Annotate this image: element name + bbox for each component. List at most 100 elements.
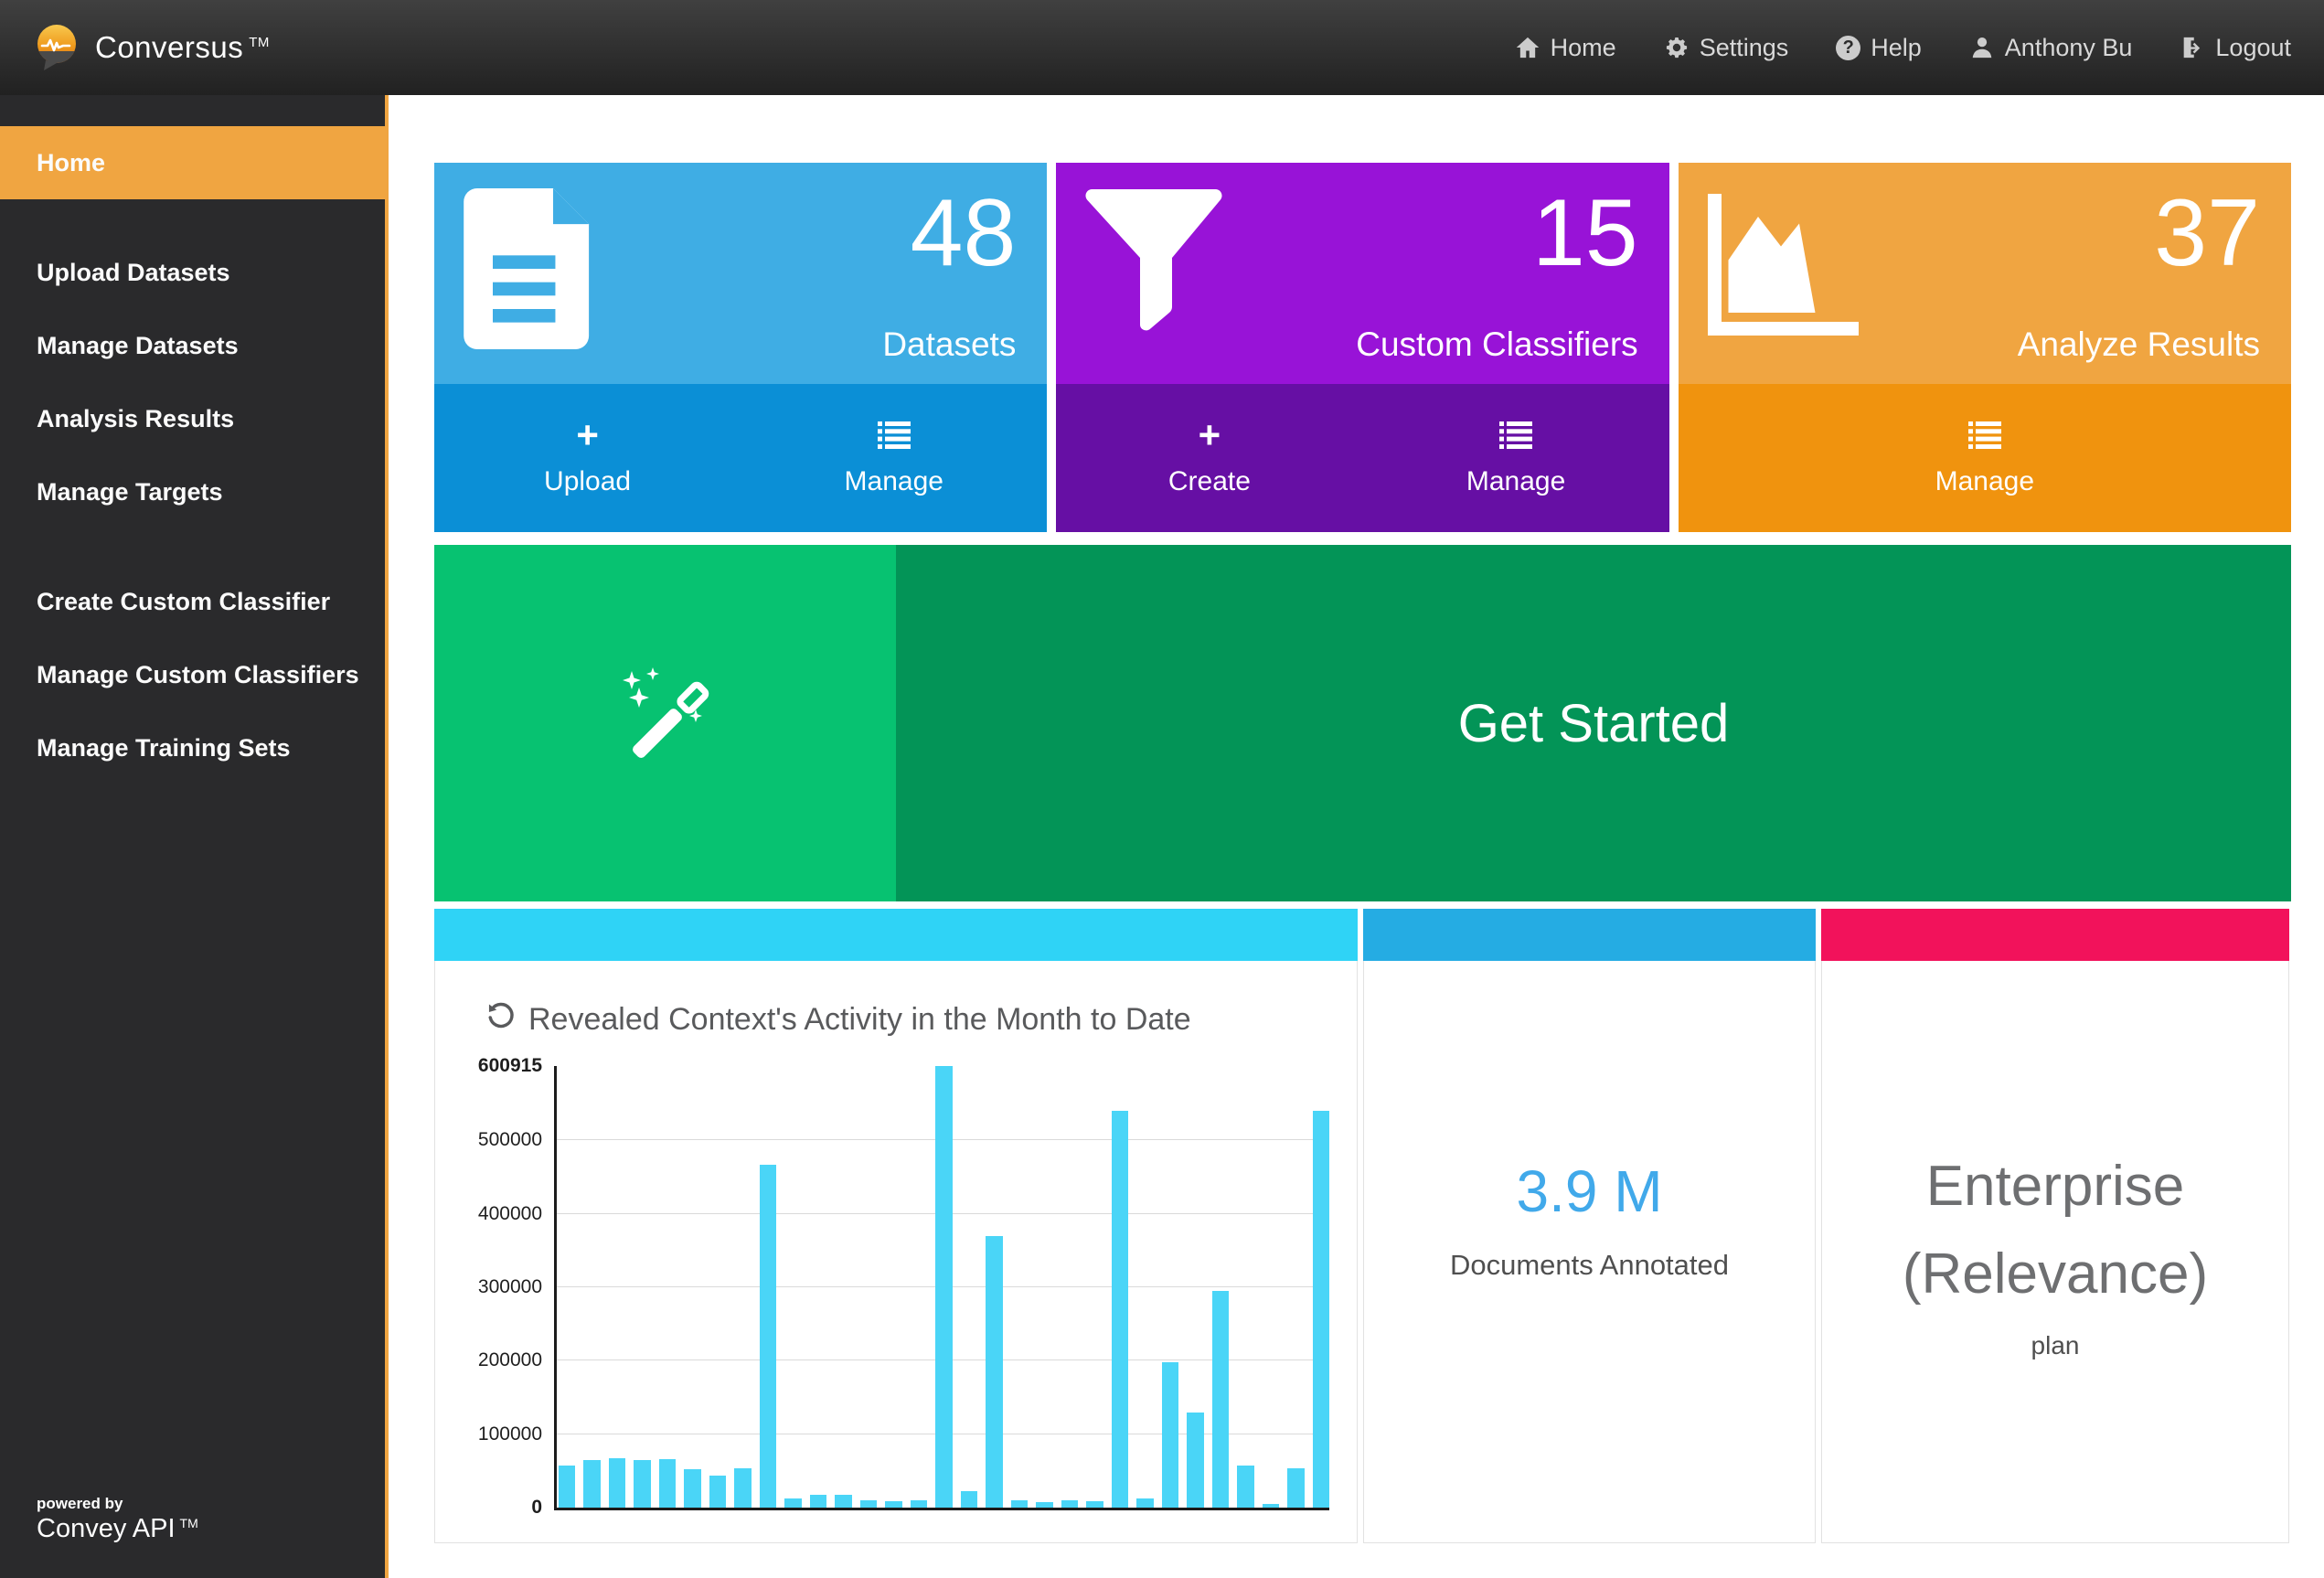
user-icon: [1969, 35, 1995, 60]
gear-icon: [1664, 35, 1690, 60]
custom-classifiers-card-top[interactable]: 15 Custom Classifiers: [1056, 163, 1669, 384]
sidebar-item-create-custom-classifier[interactable]: Create Custom Classifier: [37, 588, 331, 615]
analyze-results-count: 37: [2154, 180, 2260, 286]
bar: [960, 1491, 978, 1508]
bar: [1237, 1466, 1254, 1508]
manage-datasets-button[interactable]: Manage: [741, 384, 1047, 532]
y-axis-tick-label: 400000: [477, 1202, 542, 1224]
manage-label: Manage: [1466, 466, 1566, 496]
analyze-results-card: 37 Analyze Results Manage: [1678, 163, 2291, 532]
nav-home[interactable]: Home: [1515, 34, 1616, 62]
custom-classifiers-label: Custom Classifiers: [1356, 325, 1638, 363]
plan-panel-strip: [1821, 909, 2289, 961]
bar: [1086, 1500, 1103, 1508]
help-icon: ?: [1836, 35, 1861, 60]
nav-logout[interactable]: Logout: [2180, 34, 2291, 62]
bar: [1061, 1499, 1079, 1508]
sidebar-item-manage-training-sets[interactable]: Manage Training Sets: [37, 734, 291, 762]
magic-wand-icon: [612, 666, 720, 780]
bar: [658, 1458, 677, 1508]
stat-cards-row: 48 Datasets + Upload Manage: [434, 163, 2291, 532]
bar: [1211, 1290, 1230, 1508]
upload-label: Upload: [544, 466, 632, 496]
manage-results-button[interactable]: Manage: [1679, 384, 2291, 532]
bar: [634, 1459, 651, 1508]
create-classifier-button[interactable]: + Create: [1056, 384, 1362, 532]
nav-help-label: Help: [1871, 33, 1922, 61]
bar: [608, 1458, 626, 1508]
y-axis-tick-label: 100000: [477, 1423, 542, 1445]
documents-annotated-panel: 3.9 M Documents Annotated: [1363, 909, 1816, 1543]
powered-by-label: powered by: [37, 1494, 123, 1512]
activity-chart-panel: Revealed Context's Activity in the Month…: [434, 909, 1358, 1543]
bar: [859, 1499, 878, 1508]
chart-title: Revealed Context's Activity in the Month…: [435, 961, 1357, 1039]
activity-panel-body: Revealed Context's Activity in the Month…: [434, 961, 1358, 1543]
brand: Conversus TM: [35, 24, 270, 71]
bar: [809, 1495, 827, 1508]
plan-name-line2: (Relevance): [1902, 1242, 2209, 1306]
y-axis-tick-label: 200000: [477, 1349, 542, 1371]
bar: [709, 1475, 727, 1508]
logout-icon: [2180, 35, 2205, 60]
area-chart-icon: [1707, 188, 1863, 364]
create-label: Create: [1167, 466, 1251, 496]
bar: [885, 1500, 902, 1508]
sidebar-item-home[interactable]: Home: [0, 126, 385, 199]
plus-icon: +: [1198, 413, 1221, 456]
sidebar-item-upload-datasets[interactable]: Upload Datasets: [37, 259, 230, 286]
brand-trademark: TM: [249, 35, 270, 50]
nav-user-label: Anthony Bu: [2004, 33, 2133, 61]
nav-help[interactable]: ? Help: [1836, 34, 1922, 62]
powered-by-footer: powered by Convey API TM: [37, 1495, 198, 1545]
nav-settings[interactable]: Settings: [1664, 34, 1788, 62]
bar: [1136, 1498, 1154, 1508]
bar: [910, 1499, 928, 1508]
main-content: 48 Datasets + Upload Manage: [389, 95, 2324, 1578]
plan-subtitle: plan: [2031, 1331, 2080, 1360]
bar: [986, 1235, 1003, 1508]
filter-icon: [1085, 188, 1222, 364]
analyze-results-label: Analyze Results: [2017, 325, 2260, 363]
get-started-banner[interactable]: Get Started: [434, 545, 2291, 901]
analyze-results-card-top[interactable]: 37 Analyze Results: [1678, 163, 2291, 384]
bar: [684, 1469, 701, 1508]
history-icon: [486, 1001, 516, 1039]
documents-annotated-value: 3.9 M: [1516, 1158, 1663, 1224]
datasets-card-actions: + Upload Manage: [434, 384, 1048, 532]
sidebar-item-manage-targets[interactable]: Manage Targets: [37, 478, 223, 506]
y-axis-tick-label: 0: [531, 1497, 542, 1518]
bar: [784, 1498, 802, 1508]
nav-user[interactable]: Anthony Bu: [1969, 33, 2133, 62]
home-icon: [1515, 35, 1540, 60]
documents-panel-strip: [1363, 909, 1816, 961]
plan-panel-body: Enterprise (Relevance) plan: [1821, 961, 2289, 1543]
y-axis-tick-label: 600915: [477, 1055, 542, 1076]
sidebar: Home Upload Datasets Manage Datasets Ana…: [0, 95, 389, 1578]
custom-classifiers-card-actions: + Create Manage: [1056, 384, 1669, 532]
bar: [1111, 1110, 1129, 1508]
bottom-panels-row: Revealed Context's Activity in the Month…: [434, 909, 2291, 1543]
convey-trademark: TM: [179, 1515, 198, 1530]
get-started-label: Get Started: [1457, 693, 1730, 753]
plus-icon: +: [576, 413, 599, 456]
custom-classifiers-count: 15: [1531, 180, 1638, 286]
datasets-card-top[interactable]: 48 Datasets: [434, 163, 1048, 384]
documents-annotated-label: Documents Annotated: [1449, 1249, 1730, 1281]
custom-classifiers-card: 15 Custom Classifiers + Create Manage: [1056, 163, 1669, 532]
bar: [935, 1066, 953, 1508]
bar: [583, 1459, 601, 1508]
bar: [835, 1495, 852, 1508]
topbar: Conversus TM Home Settings ? Help Anthony…: [0, 0, 2324, 95]
activity-bar-chart: 600915 500000 400000 300000 200000 100000 0: [478, 1055, 1330, 1518]
sidebar-item-manage-datasets[interactable]: Manage Datasets: [37, 332, 239, 359]
sidebar-item-analysis-results[interactable]: Analysis Results: [37, 405, 235, 432]
datasets-count: 48: [910, 180, 1017, 286]
bar: [1036, 1501, 1053, 1508]
get-started-banner-right: Get Started: [896, 545, 2291, 901]
sidebar-item-manage-custom-classifiers[interactable]: Manage Custom Classifiers: [37, 661, 359, 688]
upload-datasets-button[interactable]: + Upload: [434, 384, 741, 532]
bar: [559, 1466, 576, 1508]
manage-classifiers-button[interactable]: Manage: [1363, 384, 1669, 532]
list-icon: [1967, 419, 2001, 452]
